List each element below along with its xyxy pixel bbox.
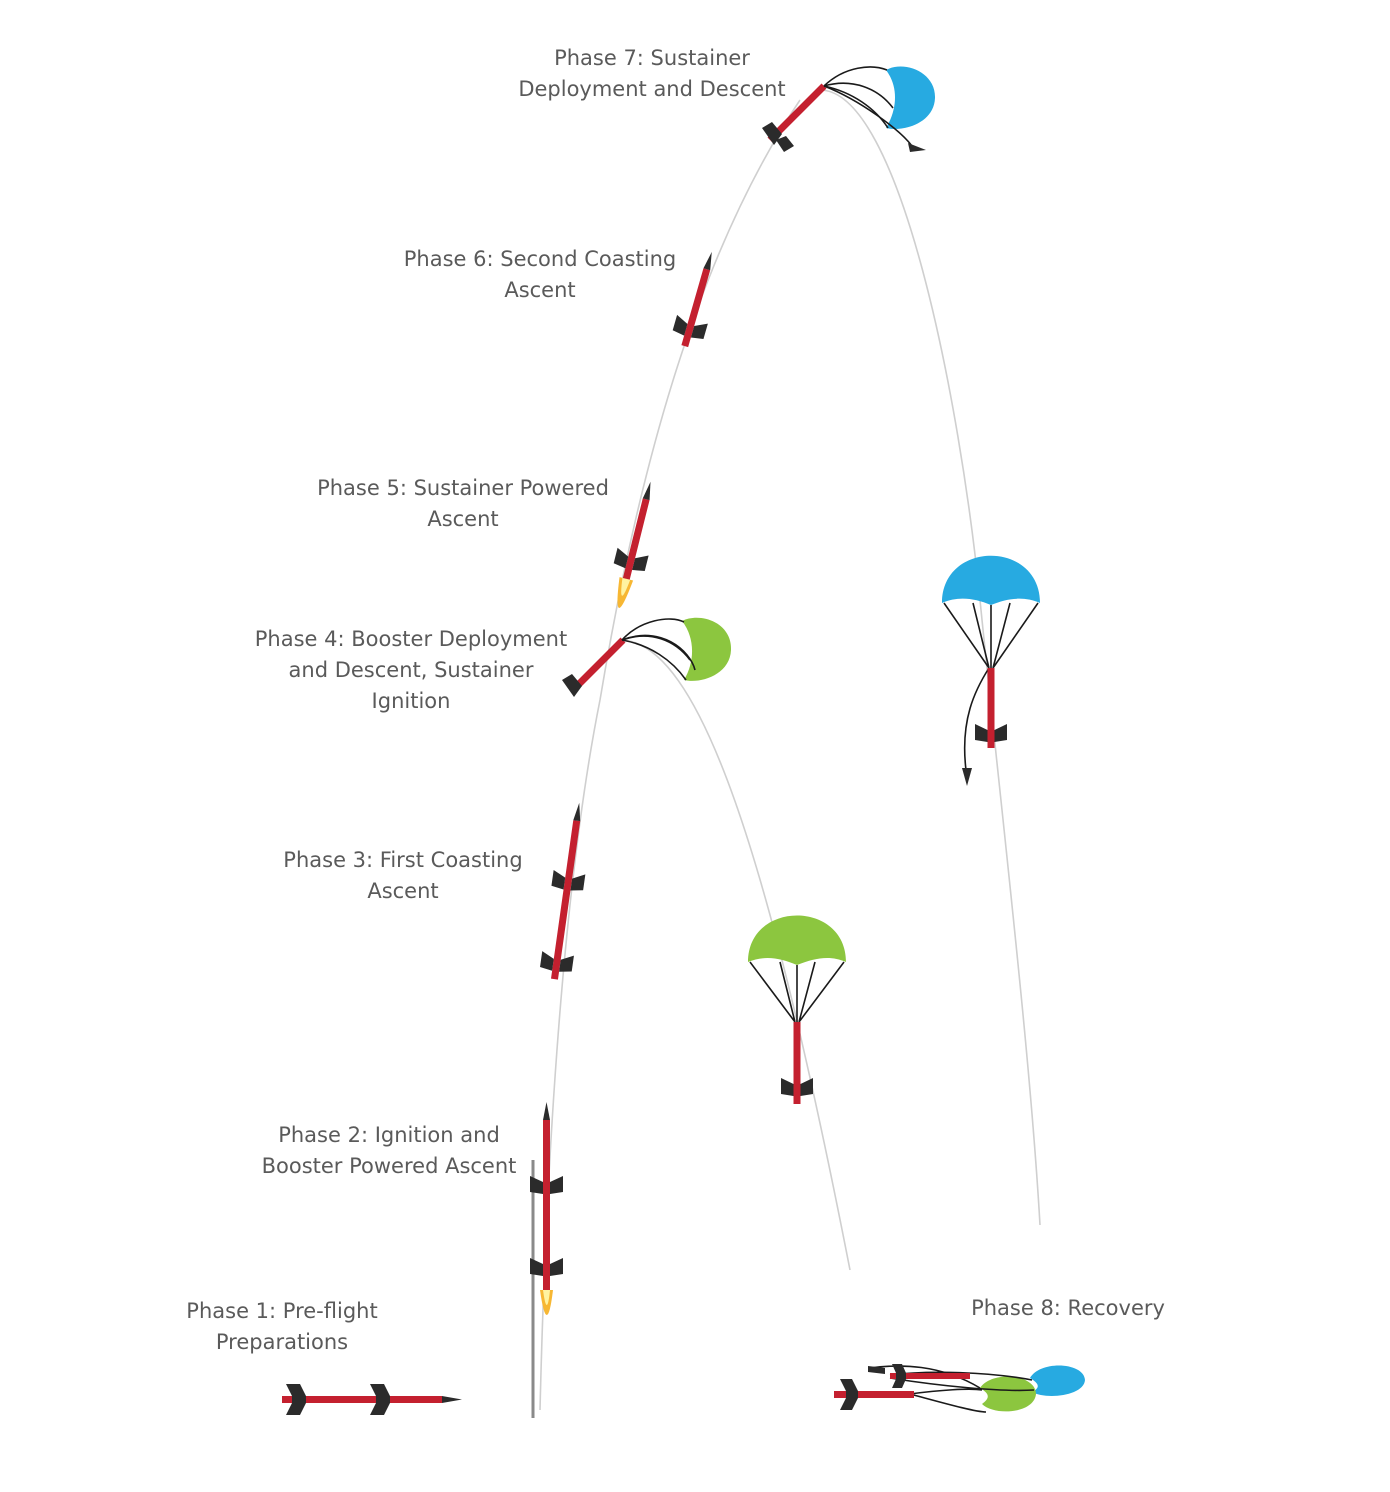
phase4-label-line3: Ignition bbox=[371, 689, 451, 713]
phase7-label-line1: Phase 7: Sustainer bbox=[554, 46, 750, 70]
rocket-icon-phase7 bbox=[762, 83, 827, 152]
phase2-label-line1: Phase 2: Ignition and bbox=[278, 1123, 500, 1147]
recovery-phase8 bbox=[834, 1364, 1085, 1413]
parachute-icon-phase4 bbox=[621, 617, 732, 681]
phase4-label: Phase 4: Booster Deployment and Descent,… bbox=[246, 624, 576, 717]
rocket-icon-phase6 bbox=[672, 251, 712, 348]
parachute-icon-recovery-blue bbox=[1030, 1365, 1085, 1396]
rocket-icon-phase4 bbox=[562, 637, 626, 697]
rocket-icon-recovery-booster bbox=[834, 1379, 914, 1410]
phase6-label: Phase 6: Second Coasting Ascent bbox=[398, 244, 682, 306]
phase2-label-line2: Booster Powered Ascent bbox=[261, 1154, 517, 1178]
phase8-label-line1: Phase 8: Recovery bbox=[971, 1296, 1165, 1320]
phase5-label-line1: Phase 5: Sustainer Powered bbox=[317, 476, 609, 500]
phase7-label: Phase 7: Sustainer Deployment and Descen… bbox=[508, 43, 796, 105]
rocket-icon-phase2 bbox=[530, 1102, 563, 1315]
parachute-icon-sustainer-descent bbox=[942, 555, 1040, 786]
phase4-label-line1: Phase 4: Booster Deployment bbox=[254, 627, 568, 651]
phase3-label-line2: Ascent bbox=[367, 879, 439, 903]
booster-descent-trajectory bbox=[619, 639, 851, 1271]
rocket-icon-sustainer-descent bbox=[975, 668, 1007, 748]
phase3-label-line1: Phase 3: First Coasting bbox=[283, 848, 523, 872]
rocket-icon-phase3 bbox=[540, 802, 586, 980]
sustainer-descent-parachute bbox=[942, 555, 1040, 786]
rocket-icon-booster-descent bbox=[781, 1022, 813, 1104]
sustainer-descent-trajectory bbox=[819, 89, 1041, 1226]
parachute-icon-recovery-green bbox=[980, 1376, 1036, 1412]
phase1-label: Phase 1: Pre-flight Preparations bbox=[182, 1296, 382, 1358]
parachute-icon-phase7 bbox=[823, 66, 936, 152]
phase1-label-line2: Preparations bbox=[215, 1330, 349, 1354]
flame-icon bbox=[617, 577, 634, 608]
phase8-label: Phase 8: Recovery bbox=[964, 1293, 1172, 1324]
phase3-label: Phase 3: First Coasting Ascent bbox=[280, 845, 526, 907]
phase6-label-line2: Ascent bbox=[504, 278, 576, 302]
sustainer-deploy-phase7 bbox=[762, 66, 936, 152]
phase5-label: Phase 5: Sustainer Powered Ascent bbox=[310, 473, 616, 535]
booster-descent-parachute bbox=[748, 915, 846, 1104]
phase4-label-line2: and Descent, Sustainer bbox=[288, 658, 534, 682]
phase1-label-line1: Phase 1: Pre-flight bbox=[186, 1299, 378, 1323]
phase2-label: Phase 2: Ignition and Booster Powered As… bbox=[255, 1120, 523, 1182]
booster-deploy-phase4 bbox=[562, 617, 732, 697]
rocket-icon-phase1 bbox=[282, 1384, 462, 1415]
rocket-icon-recovery-sustainer bbox=[868, 1364, 970, 1388]
phase5-label-line2: Ascent bbox=[427, 507, 499, 531]
phase6-label-line1: Phase 6: Second Coasting bbox=[403, 247, 677, 271]
parachute-icon-booster-descent bbox=[748, 915, 846, 1023]
phase7-label-line2: Deployment and Descent bbox=[518, 77, 786, 101]
rocket-icon-phase5 bbox=[613, 481, 651, 608]
